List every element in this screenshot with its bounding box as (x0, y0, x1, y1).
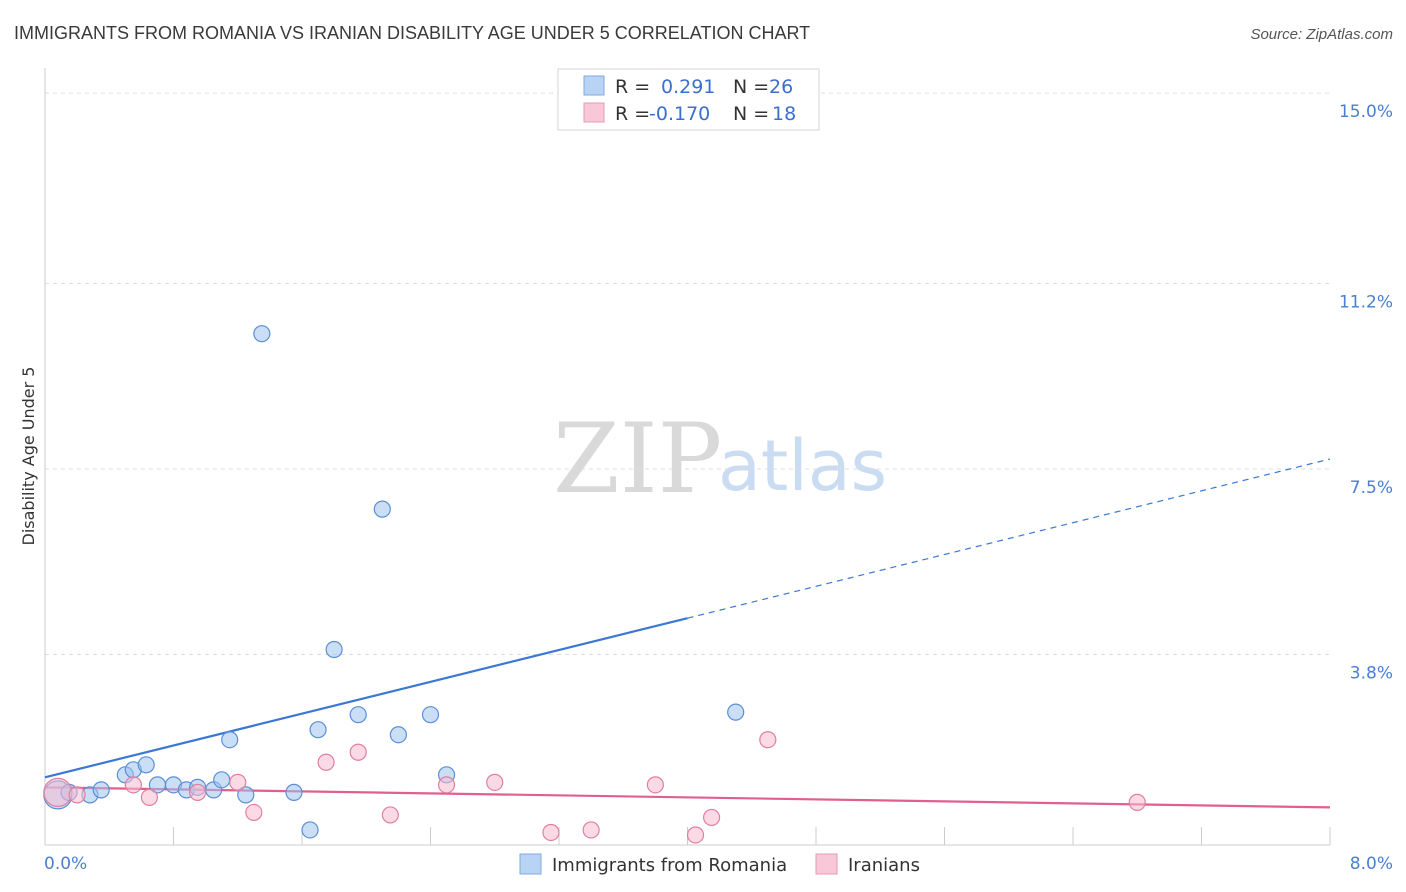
point-romania-3 (92, 781, 110, 799)
point-iranians-13 (582, 821, 600, 839)
trend-lines (44, 458, 1331, 809)
legend-r-value-iranians: -0.170 (649, 103, 710, 125)
watermark: ZIP atlas (553, 403, 887, 515)
y-tick-label-2: 11.2% (1339, 293, 1393, 313)
x-minor-ticks (173, 827, 1331, 845)
point-romania-21 (373, 500, 391, 518)
legend-swatch-iranians (583, 102, 605, 123)
legend-n-label-romania: N = (733, 76, 769, 98)
y-tick-labels: 3.8% 7.5% 11.2% 15.0% (1339, 102, 1393, 683)
point-romania-25 (727, 703, 745, 721)
chart-title: IMMIGRANTS FROM ROMANIA VS IRANIAN DISAB… (14, 23, 810, 43)
point-romania-15 (253, 325, 271, 343)
watermark-atlas: atlas (718, 425, 887, 507)
y-axis-label: Disability Age Under 5 (19, 367, 38, 546)
point-iranians-15 (686, 826, 705, 844)
bottom-legend-swatch-romania (519, 853, 542, 875)
point-iranians-0 (43, 777, 73, 807)
bottom-legend-label-iranians: Iranians (848, 855, 920, 876)
top-legend: R = 0.291 N = 26 R = -0.170 N = 18 (557, 68, 820, 131)
y-gridlines (45, 92, 1330, 656)
legend-n-value-iranians: 18 (772, 103, 796, 125)
trend-line-solid-0 (44, 617, 688, 779)
point-iranians-16 (702, 808, 721, 827)
point-romania-16 (285, 783, 303, 801)
y-tick-label-0: 3.8% (1350, 664, 1393, 684)
point-romania-23 (421, 706, 440, 724)
point-romania-18 (309, 721, 327, 739)
point-romania-12 (213, 771, 231, 789)
y-tick-label-1: 7.5% (1350, 478, 1393, 498)
point-romania-6 (137, 756, 155, 774)
point-iranians-9 (381, 806, 399, 824)
point-iranians-10 (437, 776, 456, 794)
legend-r-label-romania: R = (615, 76, 650, 98)
x-tick-label-max: 8.0% (1350, 854, 1393, 874)
point-iranians-7 (317, 753, 335, 771)
point-iranians-2 (124, 776, 142, 794)
y-tick-label-3: 15.0% (1339, 102, 1393, 122)
legend-n-label-iranians: N = (733, 103, 769, 125)
trend-line-dashed-0 (687, 458, 1331, 619)
watermark-zip: ZIP (553, 403, 722, 515)
point-romania-19 (325, 640, 343, 659)
point-romania-17 (301, 821, 319, 839)
bottom-legend-label-romania: Immigrants from Romania (552, 855, 787, 876)
point-romania-22 (389, 726, 407, 744)
bottom-legend: Immigrants from Romania Iranians (519, 853, 920, 876)
point-iranians-8 (349, 743, 367, 761)
point-romania-13 (221, 731, 239, 749)
scatter-points (43, 325, 1146, 844)
legend-r-value-romania: 0.291 (661, 76, 715, 98)
legend-r-label-iranians: R = (615, 103, 650, 125)
point-iranians-1 (68, 786, 86, 804)
point-iranians-17 (759, 731, 777, 749)
point-iranians-4 (188, 783, 207, 801)
x-tick-label-min: 0.0% (44, 854, 87, 874)
point-iranians-5 (229, 773, 247, 791)
legend-n-value-romania: 26 (769, 76, 793, 98)
point-iranians-3 (140, 788, 159, 806)
point-iranians-6 (245, 803, 263, 822)
chart-source: Source: ZipAtlas.com (1250, 26, 1393, 43)
legend-swatch-romania (583, 75, 605, 96)
point-iranians-12 (542, 823, 560, 842)
point-iranians-11 (486, 773, 504, 791)
point-iranians-18 (1128, 793, 1146, 811)
point-iranians-14 (646, 776, 664, 794)
trend-line-1 (44, 786, 1331, 809)
bottom-legend-swatch-iranians (815, 853, 838, 875)
point-romania-14 (237, 786, 255, 804)
point-romania-20 (349, 706, 367, 724)
